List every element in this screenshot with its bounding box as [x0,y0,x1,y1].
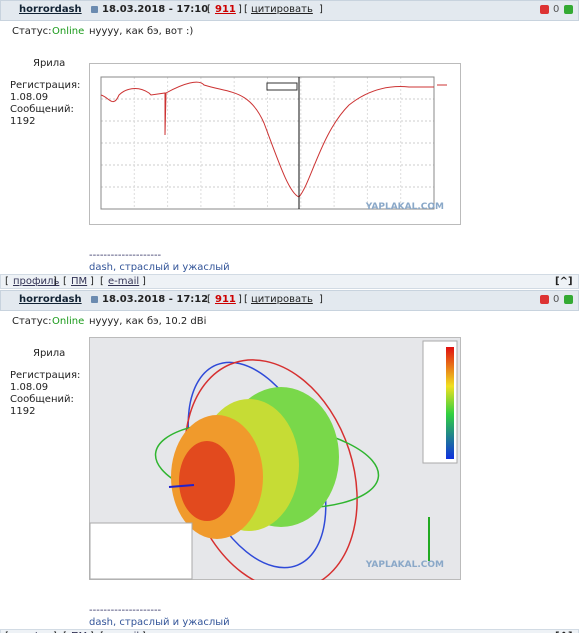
post-image: YAPLAKAL.COM [89,63,461,225]
bracket: ] [53,276,57,287]
signature-separator: -------------------- [89,605,162,616]
to-top[interactable]: [^] [555,631,573,633]
status: Online [52,316,85,327]
post-footer: [профиль][ПМ][e-mail][^] [0,274,579,289]
msgs-label: Сообщений: [10,394,74,405]
plus-icon[interactable] [564,5,573,14]
post-icon [91,6,98,13]
axis-x [168,484,195,488]
status: Online [52,26,85,37]
author[interactable]: horrordash [19,4,82,15]
bracket: [ [244,294,248,305]
to-top[interactable]: [^] [555,276,573,287]
post-header: horrordash 18.03.2018 - 17:10[911][цитиро… [0,0,579,21]
report-icon[interactable] [540,5,549,14]
post-image: YAPLAKAL.COM [89,337,461,580]
bracket: ] [142,631,146,633]
rank: Ярила [33,58,66,69]
post: horrordash 18.03.2018 - 17:10[911][цитиро… [0,0,579,289]
bracket: ] [142,276,146,287]
post-number[interactable]: 911 [215,294,236,305]
quote-link[interactable]: цитировать [251,294,313,305]
footer-link[interactable]: e-mail [108,631,139,633]
msgs-label: Сообщений: [10,104,74,115]
info-box [89,522,193,580]
footer-link[interactable]: ПМ [71,631,87,633]
bracket: ] [90,631,94,633]
watermark: YAPLAKAL.COM [365,202,444,212]
bracket: ] [238,294,242,305]
signature-separator: -------------------- [89,250,162,261]
bracket: ] [53,631,57,633]
post-icon [91,296,98,303]
status-label: Статус: [12,26,52,37]
image-curve [100,81,434,198]
rating: 0 [553,4,560,15]
signature: dash, страслый и ужаслый [89,617,230,628]
bracket: [ [207,4,211,15]
footer-link[interactable]: e-mail [108,276,140,287]
signature: dash, страслый и ужаслый [89,262,230,273]
post-text: нуууу, как бэ, вот :) [89,26,194,37]
footer-link[interactable]: профиль [13,276,60,287]
bracket: [ [244,4,248,15]
rank: Ярила [33,348,66,359]
bracket: [ [207,294,211,305]
quote-link[interactable]: цитировать [251,4,313,15]
msgs: 1192 [10,116,36,127]
bracket: [ [5,276,9,287]
plus-icon[interactable] [564,295,573,304]
bracket: ] [90,276,94,287]
rating: 0 [553,294,560,305]
footer-link[interactable]: ПМ [71,276,88,287]
post-header: horrordash 18.03.2018 - 17:12[911][цитиро… [0,290,579,311]
bracket: [ [100,276,104,287]
reg-label: Регистрация: [10,370,81,381]
post-text: нуууу, как бэ, 10.2 dBi [89,316,207,327]
reg-label: Регистрация: [10,80,81,91]
post-number[interactable]: 911 [215,4,236,15]
bracket: [ [63,631,67,633]
reg-date: 1.08.09 [10,382,49,393]
post: horrordash 18.03.2018 - 17:12[911][цитиро… [0,290,579,633]
bracket: ] [319,294,323,305]
watermark: YAPLAKAL.COM [365,560,444,570]
bracket: [ [63,276,67,287]
footer-link[interactable]: профиль [13,631,59,633]
reg-date: 1.08.09 [10,92,49,103]
pattern-core [179,441,235,521]
bracket: [ [100,631,104,633]
author[interactable]: horrordash [19,294,82,305]
bracket: [ [5,631,9,633]
post-footer: [ профиль] [ ПМ] [ e-mail] [^] [0,629,579,633]
status-label: Статус: [12,316,52,327]
post-date: 18.03.2018 - 17:12 [102,294,209,305]
image-marker-box [266,82,298,91]
msgs: 1192 [10,406,36,417]
bracket: ] [319,4,323,15]
report-icon[interactable] [540,295,549,304]
bracket: ] [238,4,242,15]
color-scale [446,347,454,459]
image-frame [100,76,435,210]
post-date: 18.03.2018 - 17:10 [102,4,209,15]
